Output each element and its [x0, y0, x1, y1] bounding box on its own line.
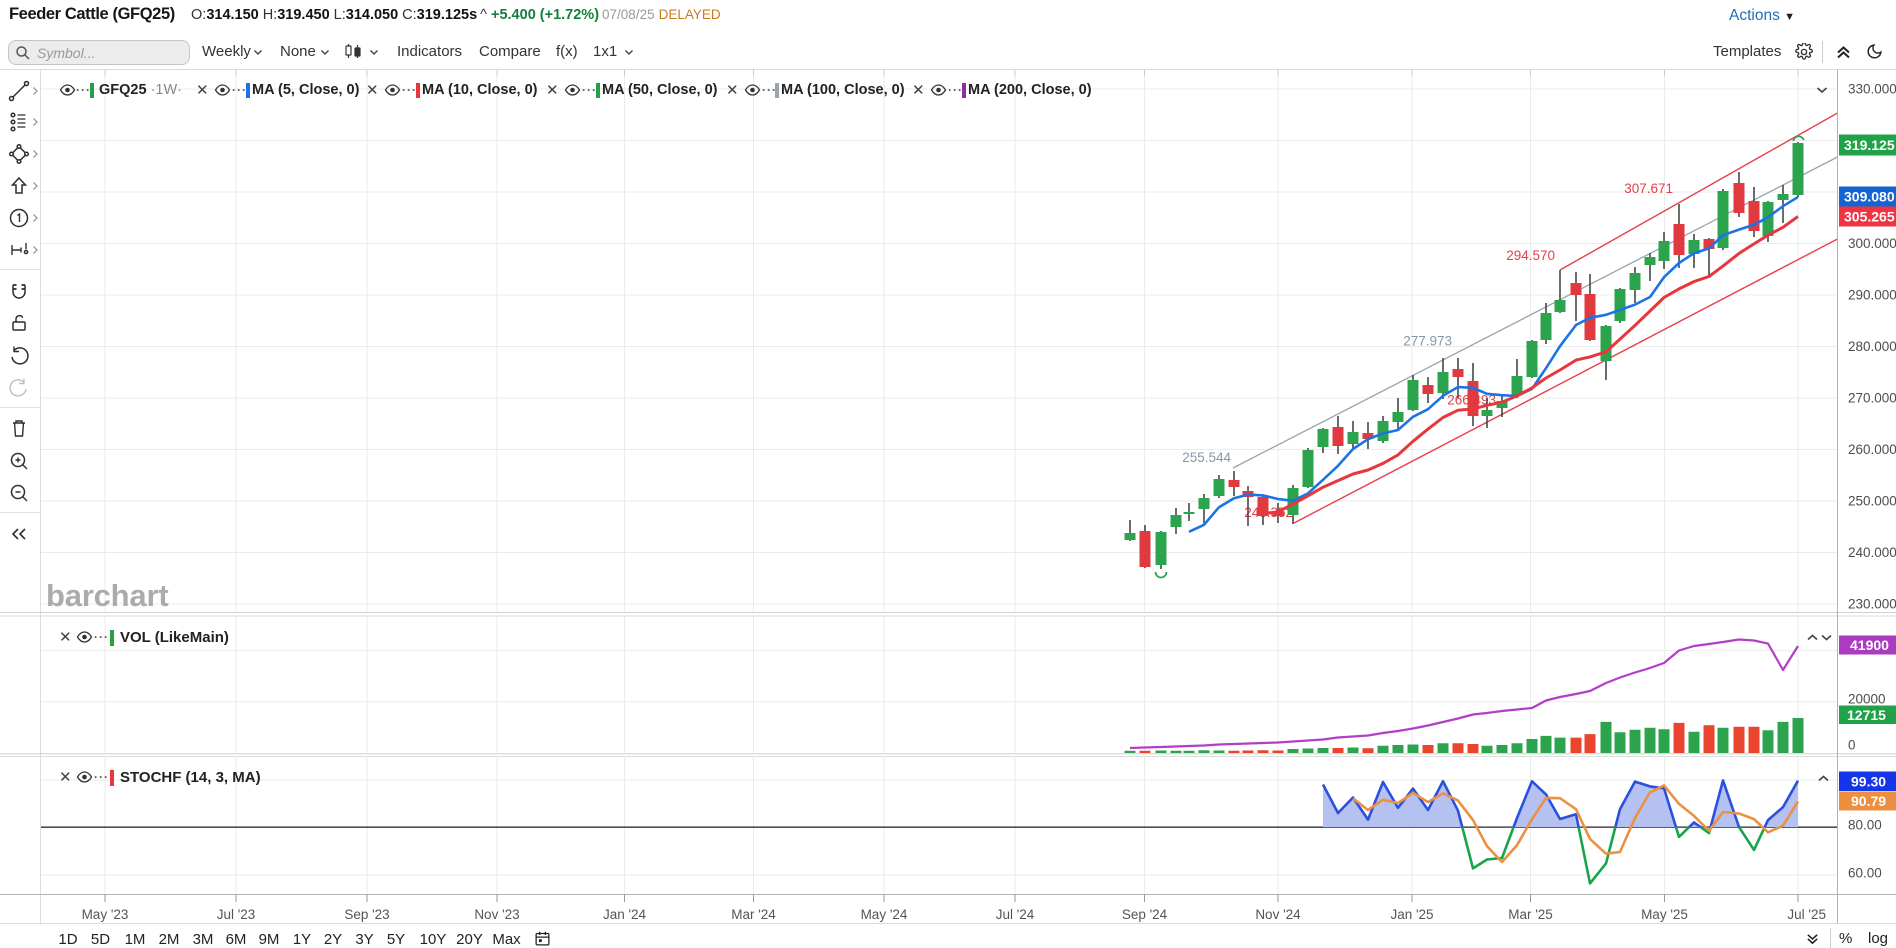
svg-text:Sep '23: Sep '23	[344, 907, 389, 922]
svg-text:Jul '23: Jul '23	[217, 907, 256, 922]
svg-text:99.30: 99.30	[1851, 773, 1886, 789]
svg-text:12715: 12715	[1847, 707, 1886, 723]
svg-text:305.265: 305.265	[1844, 209, 1895, 225]
svg-text:0: 0	[1848, 738, 1856, 753]
svg-text:Jul '24: Jul '24	[996, 907, 1035, 922]
svg-text:Nov '23: Nov '23	[474, 907, 519, 922]
svg-text:Jul '25: Jul '25	[1787, 907, 1826, 922]
svg-text:barchart: barchart	[46, 578, 168, 613]
svg-text:330.000: 330.000	[1848, 82, 1896, 97]
svg-text:Jan '25: Jan '25	[1390, 907, 1433, 922]
svg-text:230.000: 230.000	[1848, 597, 1896, 612]
svg-text:80.00: 80.00	[1848, 818, 1882, 833]
svg-text:41900: 41900	[1850, 637, 1889, 653]
svg-text:250.000: 250.000	[1848, 494, 1896, 509]
svg-text:Jan '24: Jan '24	[603, 907, 647, 922]
svg-text:May '24: May '24	[861, 907, 908, 922]
svg-text:240.000: 240.000	[1848, 545, 1896, 560]
svg-text:290.000: 290.000	[1848, 288, 1896, 303]
svg-text:307.671: 307.671	[1624, 181, 1673, 196]
svg-text:270.000: 270.000	[1848, 391, 1896, 406]
svg-text:260.000: 260.000	[1848, 442, 1896, 457]
svg-text:60.00: 60.00	[1848, 866, 1882, 881]
svg-text:277.973: 277.973	[1403, 334, 1452, 349]
svg-text:Mar '24: Mar '24	[731, 907, 776, 922]
svg-text:280.000: 280.000	[1848, 339, 1896, 354]
svg-text:319.125: 319.125	[1844, 137, 1895, 153]
svg-text:255.544: 255.544	[1182, 450, 1231, 465]
svg-text:90.79: 90.79	[1851, 793, 1886, 809]
svg-text:Nov '24: Nov '24	[1255, 907, 1301, 922]
svg-text:309.080: 309.080	[1844, 189, 1895, 205]
svg-text:294.570: 294.570	[1506, 248, 1555, 263]
svg-text:May '25: May '25	[1641, 907, 1688, 922]
svg-text:May '23: May '23	[82, 907, 129, 922]
svg-text:Mar '25: Mar '25	[1508, 907, 1553, 922]
svg-text:300.000: 300.000	[1848, 236, 1896, 251]
svg-text:Sep '24: Sep '24	[1122, 907, 1168, 922]
svg-text:20000: 20000	[1848, 692, 1886, 707]
